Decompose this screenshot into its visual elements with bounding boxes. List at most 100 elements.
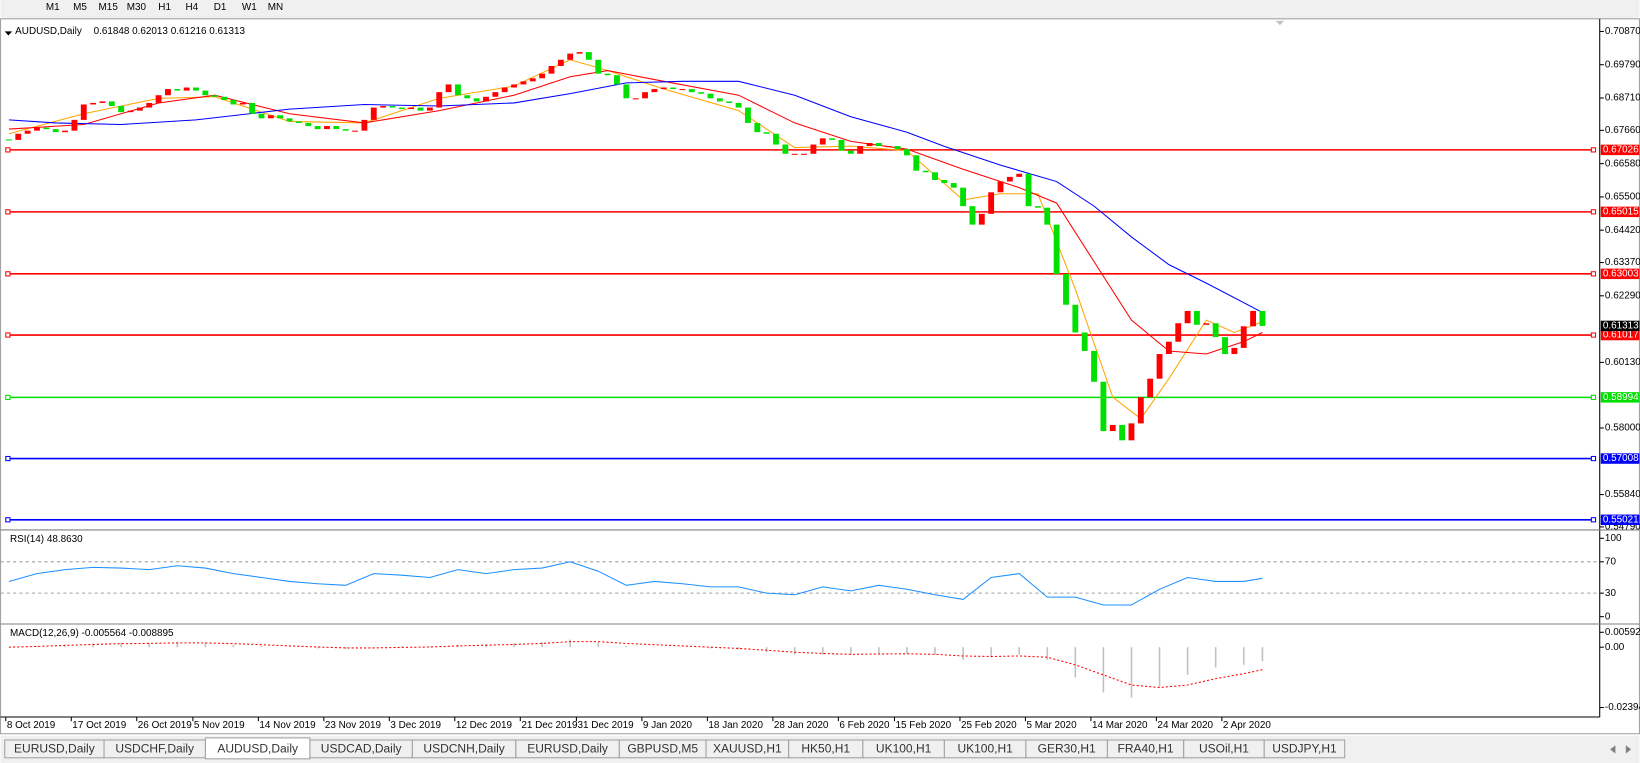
tab[interactable]: USDCNH,Daily <box>411 739 517 759</box>
tab-label[interactable]: XAUUSD,H1 <box>713 742 782 756</box>
candle <box>1212 323 1219 338</box>
candle <box>146 102 153 108</box>
tab-label[interactable]: GER30,H1 <box>1038 742 1096 756</box>
timeframe-button[interactable]: H4 <box>185 2 198 13</box>
tab[interactable]: AUDUSD,Daily <box>204 737 311 760</box>
tab[interactable]: GBPUSD,M5 <box>618 739 707 759</box>
candle <box>473 98 480 102</box>
tab-label[interactable]: AUDUSD,Daily <box>217 742 298 756</box>
tab[interactable]: HK50,H1 <box>788 739 864 759</box>
x-tick-label: 21 Dec 2019 <box>521 720 578 731</box>
tab-label[interactable]: HK50,H1 <box>801 742 850 756</box>
current-price-label: 0.61313 <box>1603 321 1639 332</box>
ohlc-readout: 0.61848 0.62013 0.61216 0.61313 <box>94 26 246 37</box>
candle <box>314 126 321 130</box>
candle <box>52 129 59 133</box>
tab-scroll-right[interactable] <box>1625 745 1632 754</box>
tab-label[interactable]: EURUSD,Daily <box>14 742 95 756</box>
tab[interactable]: EURUSD,Daily <box>515 739 620 759</box>
y-tick-label: 0.00 <box>1605 642 1625 653</box>
timeframe-button[interactable]: W1 <box>242 2 257 13</box>
candle <box>71 119 78 131</box>
timeframe-button[interactable]: MN <box>268 2 283 13</box>
candle <box>838 139 845 151</box>
candle <box>1259 310 1266 326</box>
timeframe-button[interactable]: M5 <box>73 2 87 13</box>
tab-label[interactable]: USDCHF,Daily <box>115 742 194 756</box>
tab[interactable]: UK100,H1 <box>943 739 1027 759</box>
x-tick-label: 18 Jan 2020 <box>708 720 763 731</box>
tab[interactable]: USDCAD,Daily <box>309 739 413 759</box>
y-tick-label: 0.60130 <box>1605 357 1640 368</box>
candle <box>978 213 985 225</box>
candle <box>202 90 209 96</box>
candle <box>1250 310 1257 327</box>
tab[interactable]: EURUSD,Daily <box>4 739 105 759</box>
tab[interactable]: UK100,H1 <box>862 739 945 759</box>
tab-label[interactable]: USDJPY,H1 <box>1272 742 1337 756</box>
candle <box>1156 354 1163 379</box>
candle <box>932 172 938 180</box>
candle <box>80 104 87 120</box>
tab-label[interactable]: GBPUSD,M5 <box>627 742 698 756</box>
tab-label[interactable]: EURUSD,Daily <box>527 742 608 756</box>
x-tick-label: 28 Jan 2020 <box>774 720 829 731</box>
tab-label[interactable]: USDCNH,Daily <box>423 742 504 756</box>
tab-scroll-left[interactable] <box>1610 745 1616 754</box>
rsi-line <box>8 561 1263 606</box>
x-tick-label: 5 Nov 2019 <box>194 720 245 731</box>
tab[interactable]: FRA40,H1 <box>1106 739 1185 759</box>
symbol-menu-arrow[interactable] <box>4 31 13 36</box>
tab[interactable]: USDJPY,H1 <box>1263 739 1346 759</box>
candle <box>595 59 602 74</box>
tab-label[interactable]: UK100,H1 <box>876 742 932 756</box>
y-tick-label: 0.64420 <box>1605 225 1640 236</box>
candle <box>1044 207 1051 225</box>
level-price-box <box>1600 144 1640 156</box>
candle <box>1053 224 1060 274</box>
candle <box>913 155 920 171</box>
candle <box>34 127 40 131</box>
candle <box>267 115 274 119</box>
candle <box>333 126 340 130</box>
candle <box>670 87 677 90</box>
tab[interactable]: USOil,H1 <box>1183 739 1265 759</box>
candle <box>389 106 396 108</box>
candle <box>1119 424 1126 441</box>
tab[interactable]: XAUUSD,H1 <box>705 739 790 759</box>
level-price-box <box>1600 268 1640 280</box>
tab[interactable]: USDCHF,Daily <box>103 739 206 759</box>
candle <box>567 53 574 60</box>
candle <box>352 130 358 132</box>
candle <box>342 129 349 131</box>
candle <box>1222 337 1228 355</box>
candle <box>576 52 583 54</box>
level-price-box <box>1600 392 1640 403</box>
tab-label[interactable]: UK100,H1 <box>957 742 1013 756</box>
candle <box>866 142 873 147</box>
timeframe-button[interactable]: M30 <box>127 2 147 13</box>
candle <box>810 144 817 154</box>
candle <box>426 107 433 111</box>
macd-signal <box>8 641 1263 689</box>
y-tick-label: 100 <box>1605 533 1622 544</box>
timeframe-button[interactable]: M1 <box>46 2 60 13</box>
tab-label[interactable]: FRA40,H1 <box>1118 742 1174 756</box>
candle <box>286 118 293 122</box>
candle <box>1016 173 1023 177</box>
tab[interactable]: GER30,H1 <box>1025 739 1108 759</box>
x-tick-label: 2 Apr 2020 <box>1223 720 1271 731</box>
timeframe-button[interactable]: D1 <box>214 2 227 13</box>
tab-label[interactable]: USDCAD,Daily <box>321 742 402 756</box>
level-handle <box>1590 147 1597 153</box>
candle <box>43 127 50 130</box>
candle <box>211 95 218 97</box>
timeframe-button[interactable]: H1 <box>158 2 171 13</box>
y-tick-label: 0.62290 <box>1605 290 1640 301</box>
timeframe-button[interactable]: M15 <box>99 2 119 13</box>
tab-label[interactable]: USOil,H1 <box>1199 742 1249 756</box>
candle <box>857 146 864 154</box>
candle <box>408 107 415 110</box>
candle <box>988 192 995 214</box>
